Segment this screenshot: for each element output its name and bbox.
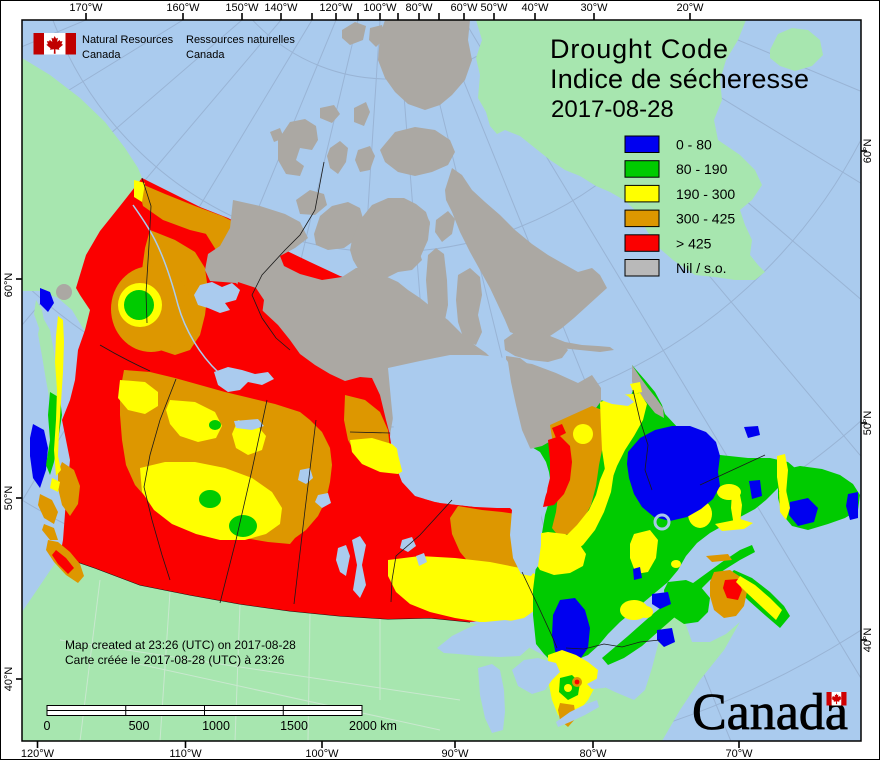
svg-text:60°W: 60°W — [450, 2, 478, 14]
svg-text:60°N: 60°N — [862, 139, 874, 164]
svg-text:0 - 80: 0 - 80 — [676, 137, 712, 153]
svg-text:500: 500 — [129, 719, 150, 733]
svg-text:40°N: 40°N — [862, 628, 874, 653]
svg-text:90°W: 90°W — [441, 748, 469, 760]
svg-text:80°W: 80°W — [579, 748, 607, 760]
svg-text:120°W: 120°W — [319, 2, 353, 14]
svg-text:Ressources naturelles: Ressources naturelles — [186, 34, 295, 46]
svg-text:120°W: 120°W — [21, 748, 55, 760]
svg-text:Indice de sécheresse: Indice de sécheresse — [550, 64, 809, 94]
svg-text:110°W: 110°W — [169, 748, 202, 760]
svg-text:0: 0 — [44, 719, 51, 733]
svg-text:80 - 190: 80 - 190 — [676, 161, 728, 177]
svg-text:1000: 1000 — [202, 719, 230, 733]
svg-text:Map created at 23:26 (UTC) on: Map created at 23:26 (UTC) on 2017-08-28 — [65, 638, 296, 652]
svg-text:70°W: 70°W — [725, 748, 753, 760]
svg-text:40°N: 40°N — [3, 667, 15, 692]
svg-text:150°W: 150°W — [225, 2, 259, 14]
svg-text:2017-08-28: 2017-08-28 — [551, 96, 674, 123]
svg-text:100°W: 100°W — [363, 2, 397, 14]
svg-text:Nil / s.o.: Nil / s.o. — [676, 260, 727, 276]
svg-text:> 425: > 425 — [676, 235, 712, 251]
svg-text:140°W: 140°W — [264, 2, 298, 14]
svg-text:190 - 300: 190 - 300 — [676, 186, 735, 202]
svg-text:50°W: 50°W — [480, 2, 508, 14]
svg-text:30°W: 30°W — [580, 2, 608, 14]
svg-text:40°W: 40°W — [521, 2, 549, 14]
svg-text:Carte créée le 2017-08-28 (UTC: Carte créée le 2017-08-28 (UTC) à 23:26 — [65, 653, 285, 667]
svg-text:300 - 425: 300 - 425 — [676, 211, 735, 227]
svg-text:50°N: 50°N — [862, 411, 874, 436]
svg-text:170°W: 170°W — [69, 2, 103, 14]
svg-text:160°W: 160°W — [166, 2, 200, 14]
svg-text:Natural Resources: Natural Resources — [82, 34, 174, 46]
svg-text:Canada: Canada — [692, 684, 848, 741]
svg-text:2000 km: 2000 km — [349, 719, 397, 733]
svg-text:60°N: 60°N — [3, 273, 15, 298]
svg-text:100°W: 100°W — [305, 748, 339, 760]
svg-text:20°W: 20°W — [676, 2, 704, 14]
svg-text:50°N: 50°N — [3, 486, 15, 511]
svg-text:Drought Code: Drought Code — [550, 34, 729, 64]
svg-text:80°W: 80°W — [405, 2, 433, 14]
svg-text:Canada: Canada — [82, 49, 121, 61]
svg-text:Canada: Canada — [186, 49, 225, 61]
svg-text:1500: 1500 — [280, 719, 308, 733]
